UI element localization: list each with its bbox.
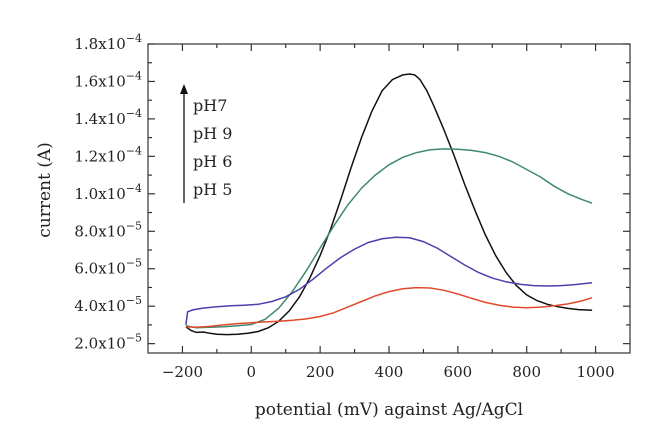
x-axis-title: potential (mV) against Ag/AgCl <box>255 400 523 420</box>
y-tick-label: 1.0x10−4 <box>74 182 142 203</box>
y-tick-label: 1.4x10−4 <box>74 107 142 128</box>
legend-entry: pH 5 <box>193 180 232 199</box>
y-axis-ticks: 2.0x10−5 4.0x10−5 6.0x10−5 8.0x10−5 1.0x10−4… <box>74 32 630 353</box>
x-tick-label: −200 <box>162 363 203 381</box>
y-tick-label: 1.2x10−4 <box>74 144 142 165</box>
legend-entry: pH 9 <box>193 124 232 143</box>
legend-entry: pH7 <box>193 96 227 115</box>
series-line-ph7 <box>185 73 593 336</box>
x-tick-label: 200 <box>306 363 335 381</box>
y-tick-label: 1.6x10−4 <box>74 69 142 90</box>
x-tick-label: 800 <box>512 363 541 381</box>
x-tick-label: 600 <box>444 363 473 381</box>
y-tick-label: 4.0x10−5 <box>74 294 142 315</box>
y-tick-label: 2.0x10−5 <box>74 332 142 353</box>
y-tick-label: 6.0x10−5 <box>74 257 142 278</box>
y-axis-title: current (A) <box>35 142 55 238</box>
legend-entry: pH 6 <box>193 152 232 171</box>
y-tick-label: 8.0x10−5 <box>74 219 142 240</box>
series-line-ph5 <box>185 286 593 328</box>
x-tick-label: 1000 <box>576 363 614 381</box>
x-tick-label: 400 <box>375 363 404 381</box>
legend-arrow-head-icon <box>180 84 188 94</box>
series-layer <box>185 73 593 336</box>
y-tick-label: 1.8x10−4 <box>74 32 142 53</box>
series-line-ph6 <box>185 236 593 325</box>
x-tick-label: 0 <box>247 363 257 381</box>
series-line-ph9 <box>185 148 593 329</box>
x-axis-ticks: −200 0 200 400 600 800 1000 <box>162 44 615 381</box>
legend: pH7 pH 9 pH 6 pH 5 <box>180 84 232 203</box>
